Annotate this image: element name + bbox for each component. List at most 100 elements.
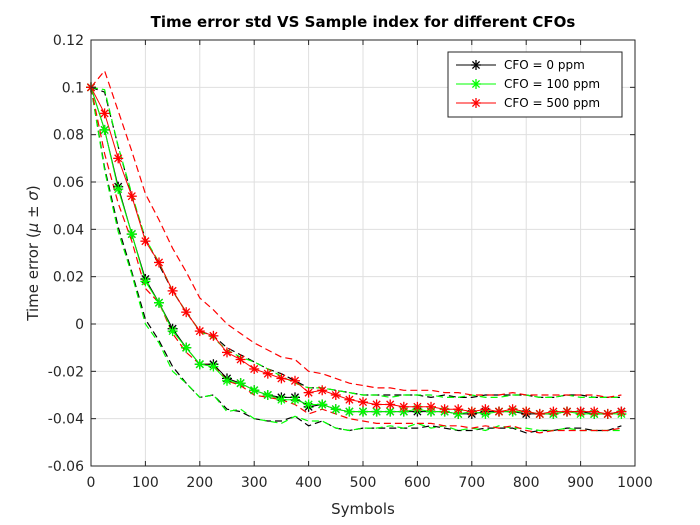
legend: CFO = 0 ppm CFO = 100 ppm CFO = 500 ppm (447, 51, 623, 118)
series-2-point (575, 406, 586, 417)
series-2-point (154, 257, 164, 268)
series-2-point (194, 326, 205, 337)
x-tick-label: 400 (295, 475, 322, 491)
series-2-point (99, 108, 110, 119)
series-1-point (222, 375, 232, 386)
series-1-point (290, 394, 300, 405)
series-2-point (113, 153, 124, 164)
x-tick-label: 1000 (617, 475, 653, 491)
y-tick-label: 0.04 (53, 222, 84, 238)
x-axis-label: Symbols (331, 500, 395, 518)
series-2-point (480, 404, 491, 415)
legend-entry-label: CFO = 500 ppm (504, 96, 600, 110)
series-2-point (589, 406, 600, 417)
series-2-point (235, 354, 246, 365)
y-tick-label: 0.1 (62, 80, 84, 96)
y-tick-label: 0.12 (53, 33, 84, 49)
series-1-point (113, 184, 124, 195)
series-2-point (507, 404, 518, 415)
series-1-point (181, 342, 192, 353)
series-1-point (140, 276, 151, 287)
ticks: 0 100 200 300 400 500 600 700 800 900 1000 -0.06 -0.… (48, 33, 653, 491)
y-axis-label: Time error (μ ± σ) (24, 185, 42, 321)
series-2-point (140, 236, 151, 247)
series-2-point (616, 406, 627, 417)
series-2-point (262, 368, 273, 379)
series-1-point (126, 229, 137, 240)
series-1-point (154, 297, 164, 308)
series-2-point (494, 406, 504, 417)
series-1-point (358, 406, 368, 417)
y-tick-label: 0.08 (53, 128, 84, 144)
series-2-point (222, 347, 232, 358)
series-2-point (385, 399, 396, 410)
x-tick-label: 200 (186, 475, 213, 491)
series-0-lower-band (90, 87, 622, 434)
chart-title: Time error std VS Sample index for diffe… (151, 13, 576, 31)
series-2-lower-band (90, 87, 622, 434)
series-1-point (208, 361, 219, 372)
y-tick-label: 0.02 (53, 270, 84, 286)
x-tick-label: 800 (513, 475, 540, 491)
series-2-point (548, 406, 559, 417)
mean-lines (90, 87, 622, 415)
y-axis-label-close: ) (24, 185, 42, 191)
series-2-point (181, 307, 192, 318)
y-tick-label: 0 (75, 317, 84, 333)
x-tick-label: 900 (567, 475, 594, 491)
x-tick-label: 300 (241, 475, 268, 491)
legend-swatch-marker (471, 79, 481, 89)
x-tick-label: 600 (404, 475, 431, 491)
series-2-point (426, 401, 436, 412)
legend-swatch-marker (471, 98, 481, 108)
series-1-point (249, 385, 260, 396)
std-bands (90, 69, 622, 434)
series-2-point (126, 191, 137, 202)
series-1-point (344, 406, 355, 417)
series-1-point (317, 399, 328, 410)
x-tick-label: 100 (132, 475, 159, 491)
series-2-point (371, 399, 382, 410)
y-tick-label: -0.04 (48, 412, 84, 428)
series-2-point (412, 401, 423, 412)
series-1-point (330, 404, 341, 415)
series-1-point (99, 124, 110, 135)
y-tick-label: 0.06 (53, 175, 84, 191)
series-2-point (167, 285, 178, 296)
series-2-point (453, 404, 464, 415)
legend-entry-label: CFO = 0 ppm (504, 58, 585, 72)
y-axis-label-sigma: σ (24, 191, 42, 201)
series-2-point (290, 375, 300, 386)
series-2-point (208, 330, 219, 341)
legend-swatch-marker (471, 60, 481, 70)
y-axis-label-pm: ± (24, 201, 42, 223)
y-axis-label-mu: μ (24, 223, 42, 234)
series-1-lower-band (90, 87, 622, 432)
series-1-point (303, 399, 314, 410)
series-2-point (466, 406, 477, 417)
series-2-mean-line (90, 87, 622, 415)
series-2-point (534, 408, 545, 419)
series-1-point (167, 326, 178, 337)
series-2-point (398, 401, 409, 412)
x-tick-label: 700 (458, 475, 485, 491)
series-2-point (521, 406, 532, 417)
x-tick-label: 500 (350, 475, 377, 491)
series-2-point (602, 408, 613, 419)
series-0-upper-band (90, 86, 622, 399)
series-2-point (276, 373, 287, 384)
series-1-point (276, 394, 287, 405)
series-2-upper-band (90, 69, 622, 399)
series-1-point (194, 359, 205, 370)
legend-entry-label: CFO = 100 ppm (504, 77, 600, 91)
series-2-point (317, 385, 328, 396)
series-2-point (358, 397, 368, 408)
y-tick-label: -0.06 (48, 459, 84, 475)
series-2-point (330, 390, 341, 400)
x-tick-label: 0 (87, 475, 96, 491)
series-1-point (262, 390, 273, 400)
y-axis-label-text: Time error ( (24, 232, 42, 321)
series-1-point (235, 378, 246, 389)
